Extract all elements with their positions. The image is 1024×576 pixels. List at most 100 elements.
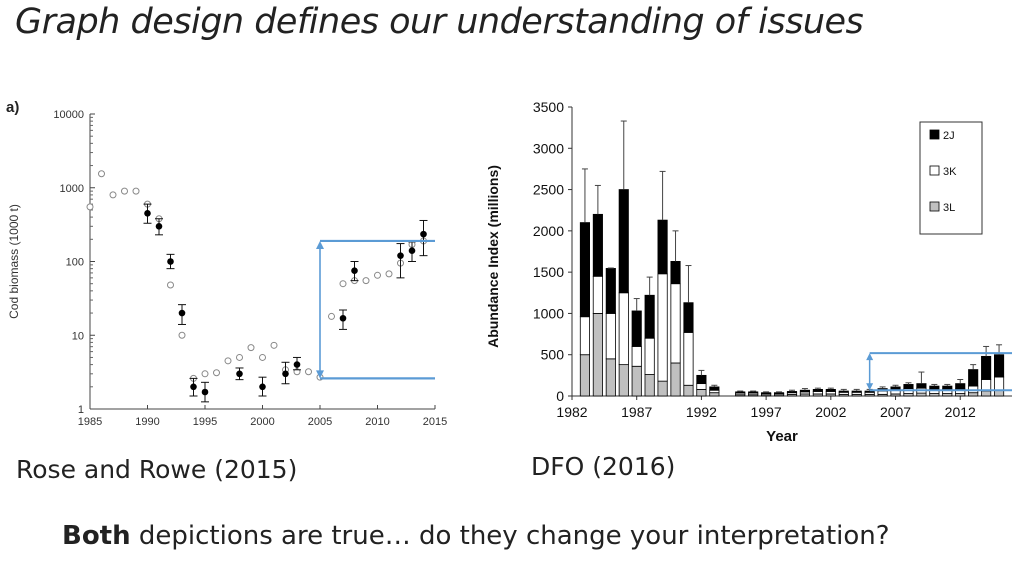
bar-segment-3l (579, 354, 591, 397)
bottom-bold-word: Both (62, 521, 131, 551)
y-tick-label: 1500 (533, 264, 564, 280)
y-tick-label: 1 (78, 404, 84, 416)
x-tick-label: 1982 (556, 404, 587, 420)
bar-segment-3k (631, 346, 642, 367)
filled-circle-point (293, 361, 301, 368)
bar-segment-2j (748, 391, 759, 394)
bar-segment-3l (592, 313, 603, 397)
bar-segment-3l (916, 392, 927, 397)
bar-segment-2j (942, 385, 953, 390)
bar-segment-2j (696, 374, 707, 385)
bar-segment-2j (903, 384, 914, 389)
x-axis-label: Year (766, 428, 798, 445)
y-tick-label: 1000 (60, 183, 84, 195)
open-circle-point (167, 281, 174, 289)
open-circle-point (236, 353, 243, 361)
bar-segment-3k (877, 390, 888, 395)
open-circle-point (132, 187, 140, 195)
bar-segment-2j (761, 392, 772, 394)
abundance-index-chart: 0 500 1000 1500 2000 2500 3000 3500 1982 1987 1992… (485, 99, 1012, 445)
bar-segment-2j (838, 390, 849, 393)
bar-segment-2j (825, 388, 836, 392)
filled-circle-point (397, 252, 404, 259)
legend-swatch-3k (929, 165, 940, 176)
bar-segment-2j (644, 294, 655, 339)
bar-segment-2j (579, 222, 591, 318)
bar-segment-2j (916, 383, 927, 389)
open-circle-point (385, 270, 393, 278)
open-circle-point (201, 370, 209, 378)
legend-label-3l: 3L (943, 202, 955, 214)
bar-segment-3l (618, 364, 629, 397)
open-circle-point (328, 312, 335, 320)
legend-swatch-3l (929, 201, 940, 212)
x-tick-label: 2012 (945, 404, 976, 420)
x-tick-label: 2010 (365, 416, 389, 428)
bar-segment-2j (605, 268, 616, 314)
bar-segment-3k (696, 383, 707, 390)
bar-segment-2j (994, 354, 1005, 378)
bar-segment-3k (605, 313, 616, 360)
filled-circle-point (144, 210, 151, 217)
filled-circle-point (259, 383, 266, 391)
bar-segment-3l (709, 392, 720, 397)
x-tick-label: 1992 (686, 404, 717, 420)
bar-segment-2j (709, 386, 720, 391)
x-tick-label: 2007 (880, 404, 911, 420)
open-circle-point (270, 341, 278, 349)
bar-segment-3l (644, 374, 655, 397)
panel-label: a) (6, 99, 19, 116)
bar-segment-2j (929, 385, 940, 390)
filled-circle-point (201, 388, 209, 396)
bar-segment-2j (968, 369, 979, 387)
slide-title: Graph design defines our understanding o… (15, 2, 864, 42)
bar-segment-2j (955, 383, 966, 390)
open-circle-point (224, 357, 232, 365)
annotation-arrowhead-up (316, 240, 324, 249)
filled-circle-point (190, 383, 197, 391)
bottom-question: Both depictions are true… do they change… (62, 521, 890, 551)
open-circle-point (86, 203, 94, 211)
bar-segment-3l (657, 380, 668, 397)
y-tick-label: 3500 (533, 99, 564, 115)
open-circle-point (213, 369, 220, 377)
open-circle-point (362, 277, 370, 285)
filled-circle-point (167, 258, 174, 265)
filled-circle-point (236, 370, 243, 378)
bar-segment-2j (773, 392, 785, 394)
bar-segment-2j (864, 390, 875, 393)
cod-biomass-chart: a) 1 10 100 1000 10000 1985 1990 1995 2000 2005 201… (6, 99, 447, 428)
y-tick-label: 0 (556, 388, 564, 404)
x-tick-label: 2005 (308, 416, 332, 428)
y-tick-label: 100 (66, 257, 84, 269)
open-circle-point (247, 344, 255, 352)
open-circle-point (259, 353, 266, 361)
bar-segment-3k (657, 273, 668, 382)
annotation-arrowhead-down (316, 370, 324, 379)
bar-segment-3l (683, 384, 694, 397)
bar-segment-2j (981, 355, 992, 380)
legend-label-3k: 3K (943, 166, 957, 178)
bar-segment-2j (812, 388, 823, 392)
y-tick-label: 2000 (533, 223, 564, 239)
y-axis-label: Abundance Index (millions) (485, 165, 501, 348)
open-circle-point (339, 280, 347, 288)
bar-segment-3k (683, 332, 694, 386)
y-tick-label: 3000 (533, 140, 564, 156)
bar-segment-3l (696, 388, 707, 397)
x-tick-label: 1990 (135, 416, 159, 428)
bar-segment-3k (618, 292, 629, 366)
y-tick-label: 500 (541, 347, 565, 363)
bar-segment-3k (579, 316, 591, 356)
bar-segment-3l (968, 392, 979, 397)
bar-segment-3l (670, 362, 681, 397)
bar-segment-3k (670, 283, 681, 364)
bar-segment-3k (644, 337, 655, 375)
bar-segment-2j (592, 213, 603, 277)
bar-segment-2j (657, 219, 668, 275)
bar-segment-2j (799, 389, 810, 393)
filled-circle-point (351, 267, 358, 275)
bar-segment-2j (735, 391, 746, 394)
x-tick-label: 1987 (621, 404, 652, 420)
annotation-arrowhead-up (866, 353, 874, 361)
